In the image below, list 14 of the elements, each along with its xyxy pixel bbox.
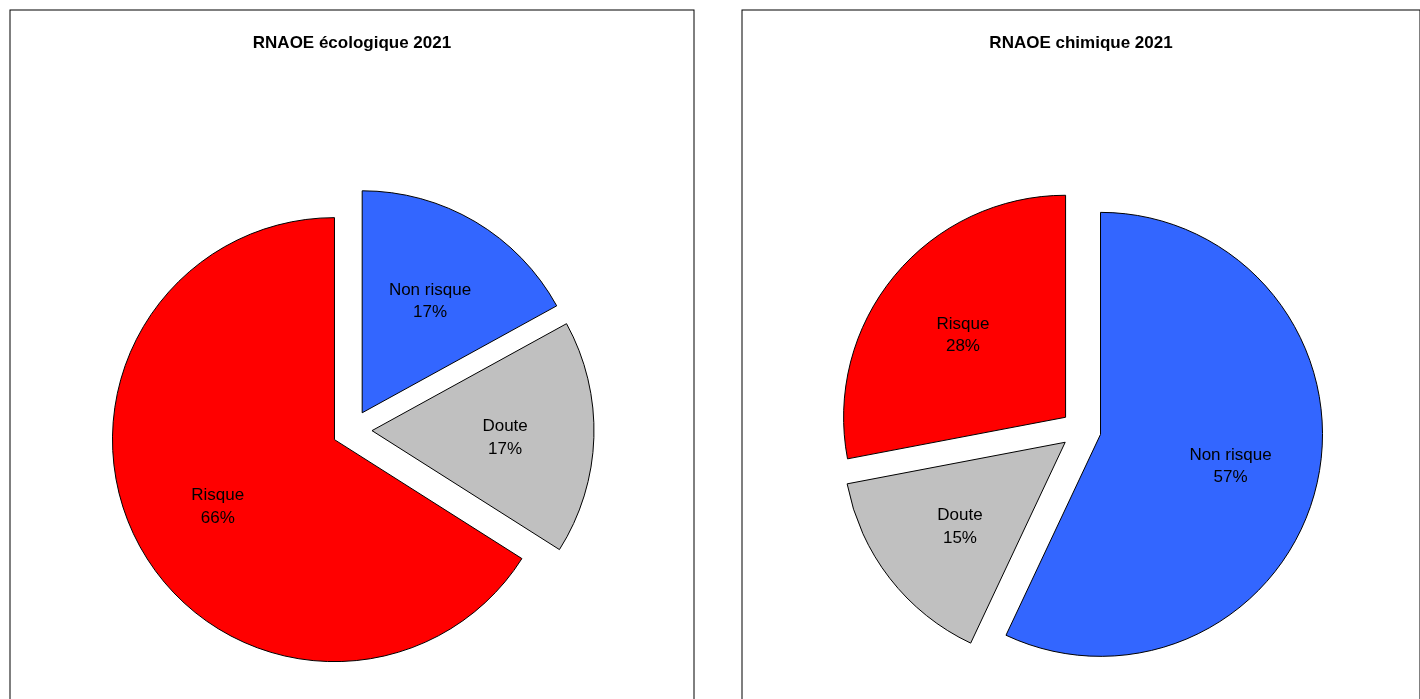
slice-label: Risque: [936, 313, 990, 333]
data-label: 57%: [1213, 467, 1248, 487]
chart-title: RNAOE écologique 2021: [252, 33, 452, 52]
slice-label: Doute: [937, 505, 983, 525]
slice-label: Non risque: [1189, 445, 1272, 465]
slice-label: Risque: [191, 485, 245, 505]
data-label: 66%: [200, 507, 235, 527]
data-label: 17%: [488, 438, 523, 458]
chart-title: RNAOE chimique 2021: [989, 33, 1173, 52]
data-label: 28%: [945, 336, 980, 356]
data-label: 15%: [942, 527, 977, 547]
data-label: 17%: [412, 301, 447, 321]
slice-label: Non risque: [388, 279, 472, 299]
slice-label: Doute: [482, 416, 528, 436]
